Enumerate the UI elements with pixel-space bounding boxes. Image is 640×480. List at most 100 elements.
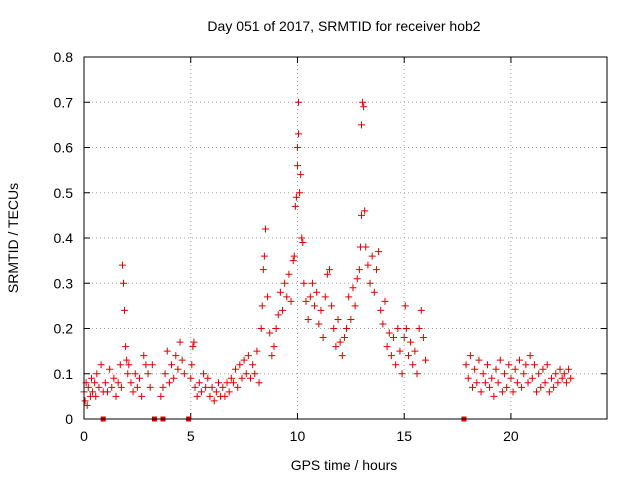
data-point xyxy=(505,361,513,369)
y-tick-label: 0.6 xyxy=(54,140,74,156)
data-point xyxy=(266,329,274,337)
data-point xyxy=(249,361,257,369)
data-point xyxy=(298,234,306,242)
data-point xyxy=(417,306,425,314)
data-point xyxy=(125,361,133,369)
data-point xyxy=(289,257,297,265)
data-point xyxy=(206,392,214,400)
data-point xyxy=(411,347,419,355)
data-point xyxy=(488,374,496,382)
data-point xyxy=(481,379,489,387)
data-point xyxy=(208,383,216,391)
data-points xyxy=(80,98,575,409)
data-point xyxy=(396,347,404,355)
data-point xyxy=(377,306,385,314)
data-point xyxy=(144,370,152,378)
data-point xyxy=(112,392,120,400)
data-point xyxy=(92,392,100,400)
data-point xyxy=(170,374,178,382)
data-point xyxy=(133,383,141,391)
data-point xyxy=(302,297,310,305)
data-point xyxy=(187,374,195,382)
data-point xyxy=(121,306,129,314)
data-point xyxy=(127,379,135,387)
data-point xyxy=(119,279,127,287)
data-point xyxy=(368,252,376,260)
data-point xyxy=(392,361,400,369)
data-point xyxy=(494,379,502,387)
data-point xyxy=(353,275,361,283)
data-point xyxy=(409,361,417,369)
data-point xyxy=(422,356,430,364)
y-tick-label: 0.5 xyxy=(54,185,74,201)
data-point xyxy=(366,279,374,287)
data-point xyxy=(299,239,307,247)
data-point xyxy=(511,365,519,373)
data-point xyxy=(522,361,530,369)
data-point xyxy=(359,98,367,106)
data-point xyxy=(279,306,287,314)
data-point xyxy=(358,211,366,219)
y-axis-label: SRMTID / TECUs xyxy=(5,183,21,293)
data-point xyxy=(225,388,233,396)
data-point xyxy=(295,130,303,138)
data-point xyxy=(336,338,344,346)
data-point xyxy=(138,392,146,400)
data-point xyxy=(383,343,391,351)
data-point xyxy=(381,297,389,305)
data-point xyxy=(129,388,137,396)
data-point xyxy=(212,388,220,396)
data-point xyxy=(118,261,126,269)
data-point xyxy=(520,370,528,378)
data-point xyxy=(272,325,280,332)
data-point xyxy=(114,379,122,387)
data-point xyxy=(379,320,387,328)
data-point xyxy=(229,379,237,387)
data-point xyxy=(91,379,99,387)
y-tick-label: 0.3 xyxy=(54,275,74,291)
data-point xyxy=(232,365,240,373)
data-point xyxy=(296,189,304,197)
data-point xyxy=(334,315,342,323)
x-axis-label: GPS time / hours xyxy=(291,457,398,473)
data-point xyxy=(330,325,338,332)
data-point xyxy=(117,383,125,391)
data-point xyxy=(268,352,276,360)
data-point xyxy=(413,370,421,378)
data-point xyxy=(518,383,526,391)
data-point xyxy=(360,103,368,111)
data-point xyxy=(274,311,282,319)
data-point xyxy=(165,379,173,387)
data-point xyxy=(110,374,118,382)
data-point xyxy=(328,302,336,310)
data-point xyxy=(345,293,353,301)
data-point xyxy=(351,302,359,310)
data-point xyxy=(492,365,500,373)
y-tick-label: 0.4 xyxy=(54,230,74,246)
data-point xyxy=(202,383,210,391)
data-point xyxy=(338,352,346,360)
data-point xyxy=(541,379,549,387)
data-point xyxy=(387,352,395,360)
data-point xyxy=(142,361,150,369)
data-point xyxy=(295,98,303,106)
data-point xyxy=(550,383,558,391)
x-tick-label: 15 xyxy=(396,428,412,444)
data-point xyxy=(163,347,171,355)
data-point xyxy=(84,383,92,391)
data-point xyxy=(140,352,148,360)
y-tick-label: 0.1 xyxy=(54,366,74,382)
data-point xyxy=(157,392,165,400)
data-point xyxy=(475,356,483,364)
data-point xyxy=(402,325,410,332)
data-point xyxy=(244,352,252,360)
data-point xyxy=(501,370,509,378)
data-point xyxy=(238,374,246,382)
data-point xyxy=(200,370,208,378)
data-point xyxy=(539,365,547,373)
data-point xyxy=(321,293,329,301)
data-point xyxy=(315,320,323,328)
x-tick-label: 5 xyxy=(187,428,195,444)
data-point xyxy=(537,383,545,391)
